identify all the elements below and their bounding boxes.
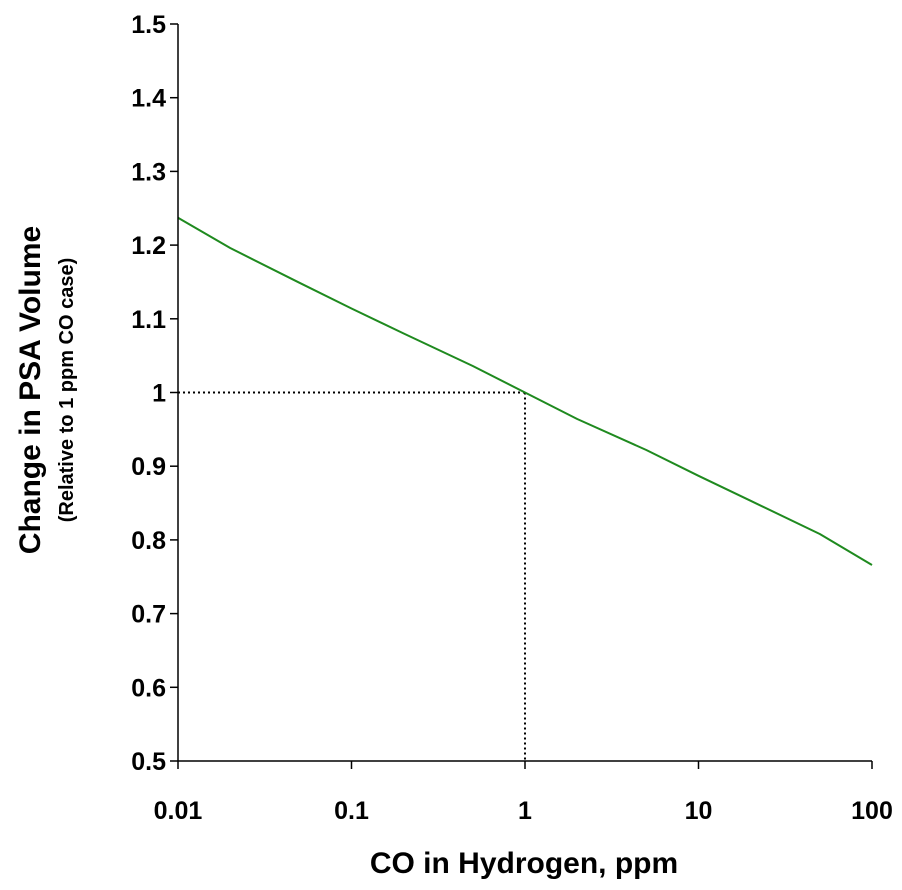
series-group <box>177 216 873 566</box>
x-tick-label: 100 <box>851 797 893 825</box>
x-tick-label: 0.01 <box>154 797 203 825</box>
y-tick-label: 0.7 <box>131 601 166 629</box>
y-tick-label: 0.5 <box>131 748 166 776</box>
y-tick-label: 1 <box>152 380 166 408</box>
y-tick-label: 0.6 <box>131 674 166 702</box>
y-axis-subtitle: (Relative to 1 ppm CO case) <box>56 258 78 523</box>
y-tick-label: 1.2 <box>131 232 166 260</box>
y-tick-label: 0.8 <box>131 527 166 555</box>
x-tick-label: 10 <box>685 797 713 825</box>
y-tick-label: 1.1 <box>131 306 166 334</box>
series-line-0 <box>177 216 873 566</box>
y-tick-label: 0.9 <box>131 453 166 481</box>
x-axis-ticks: 0.01 0.1 1 10 100 <box>154 761 893 825</box>
y-tick-label: 1.3 <box>131 158 166 186</box>
reference-lines <box>178 391 526 761</box>
x-axis-title: CO in Hydrogen, ppm <box>370 847 678 880</box>
y-axis-ticks: 0.5 0.6 0.7 0.8 0.9 1 1.1 1.2 1.3 1.4 1.5 <box>131 11 178 776</box>
y-tick-label: 1.4 <box>131 85 166 113</box>
y-axis-title: Change in PSA Volume <box>14 226 47 554</box>
y-tick-label: 1.5 <box>131 11 166 39</box>
x-tick-label: 1 <box>518 797 532 825</box>
x-tick-label: 0.1 <box>334 797 369 825</box>
